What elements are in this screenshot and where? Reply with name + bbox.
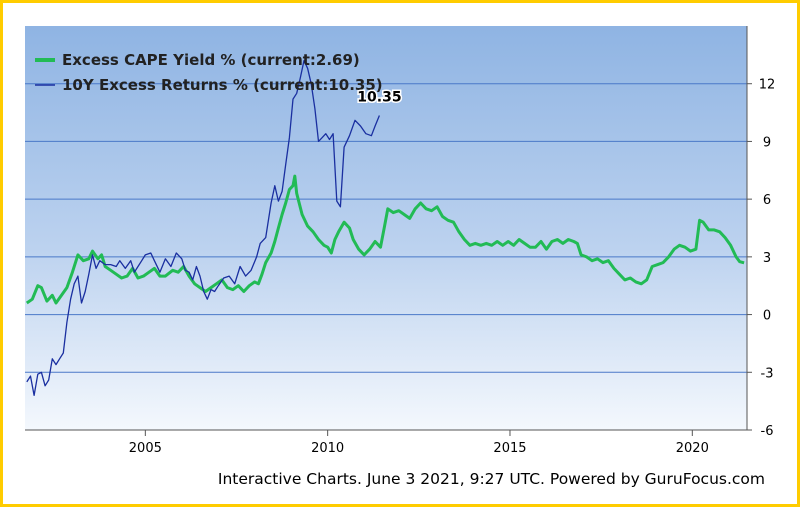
y-tick-label: -6 (761, 424, 774, 439)
series-line-1[interactable] (26, 59, 381, 397)
legend-label[interactable]: Excess CAPE Yield % (current:2.69) (62, 51, 360, 69)
line-chart[interactable]: 12 9 6 3 0 -3 -6 2005 2010 2015 2020 Excess CAPE Y… (3, 3, 797, 504)
x-tick-label: 2005 (129, 441, 162, 456)
y-tick-label: 3 (763, 251, 771, 266)
annotation-label: 10.35 (357, 89, 401, 105)
plot-area-background (25, 26, 747, 430)
y-tick-label: 9 (763, 135, 771, 150)
series-layer (25, 59, 745, 397)
axes: 12 9 6 3 0 -3 -6 2005 2010 2015 2020 (25, 26, 775, 456)
y-tick-label: 0 (763, 309, 771, 324)
annotations: 10.35 (356, 88, 403, 107)
y-tick-label: 12 (759, 78, 776, 93)
x-tick-label: 2010 (311, 441, 344, 456)
x-tick-label: 2020 (676, 441, 709, 456)
legend[interactable]: Excess CAPE Yield % (current:2.69) 10Y Ex… (35, 51, 383, 94)
y-tick-label: 6 (763, 193, 771, 208)
y-tick-label: -3 (761, 366, 774, 381)
footer-credit: Interactive Charts. June 3 2021, 9:27 UT… (217, 470, 765, 488)
x-tick-label: 2015 (493, 441, 526, 456)
legend-label[interactable]: 10Y Excess Returns % (current:10.35) (62, 76, 383, 94)
series-line-0[interactable] (25, 174, 745, 305)
